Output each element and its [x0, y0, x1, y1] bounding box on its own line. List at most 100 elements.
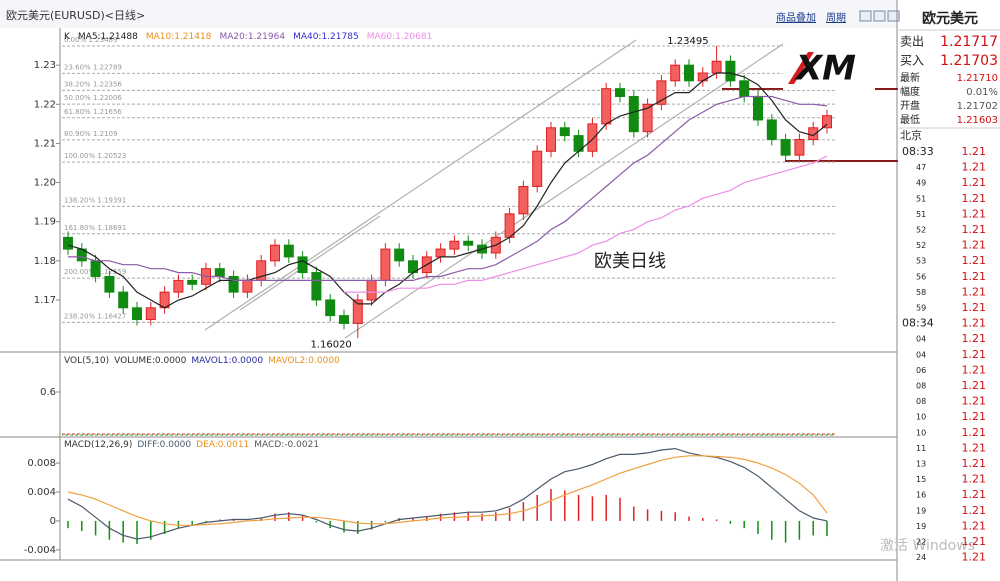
y-tick-label: 1.22 [34, 99, 56, 110]
legend-name: MACD: [254, 440, 284, 450]
quote-value: 1.21703 [940, 53, 998, 69]
logo-swoosh [788, 52, 814, 84]
candle-body [463, 240, 474, 246]
candle-body [532, 150, 543, 187]
candle-body [214, 268, 225, 277]
legend-item: MAVOL2:0.0000 [268, 356, 340, 366]
candle-body [297, 256, 308, 274]
tick-price: 1.21 [962, 441, 987, 454]
logo-box [783, 42, 875, 90]
tick-price: 1.21 [962, 254, 987, 267]
quote-label: 开盘 [900, 99, 920, 112]
candle-body [780, 139, 791, 156]
legend-value: 1.20681 [395, 32, 432, 42]
button[interactable] [887, 10, 900, 22]
y-tick-label: 0.008 [27, 458, 56, 469]
candle-body [283, 244, 294, 258]
legend-item: VOL(5,10) [64, 356, 109, 366]
tick-price: 1.21 [962, 473, 987, 486]
candle-body [766, 119, 777, 141]
quote-label: 最低 [900, 113, 920, 126]
tick-time: 15 [916, 475, 926, 484]
channel-line [239, 215, 381, 311]
tick-time: 52 [916, 241, 926, 250]
watermark: 激活 Windows [880, 537, 975, 554]
candle-body [63, 236, 73, 250]
tick-time: 10 [916, 428, 926, 437]
candle-body [587, 123, 598, 152]
y-tick-label: 0 [50, 516, 56, 527]
quote-value: 1.21710 [957, 73, 998, 84]
candle-body [352, 299, 363, 324]
fib-price: 1.22006 [93, 94, 122, 102]
menu-item[interactable]: 周期 [826, 12, 846, 24]
candle-body [449, 240, 460, 250]
fib-price: 1.18691 [97, 224, 126, 232]
tick-header: 北京 [900, 128, 922, 142]
tick-time: 08 [916, 397, 926, 406]
button[interactable] [859, 10, 872, 22]
quote-value: 1.21603 [957, 115, 998, 126]
logo: XM [783, 42, 875, 90]
candle-body [546, 127, 556, 152]
tick-time: 47 [916, 163, 926, 172]
ma-line [68, 95, 828, 281]
candle-body [339, 315, 349, 324]
tick-price: 1.21 [962, 317, 987, 330]
menu-item[interactable]: 商品叠加 [776, 11, 816, 24]
candle-body [504, 213, 515, 238]
y-tick-label: 0.004 [27, 487, 56, 498]
candle-body [615, 88, 625, 97]
candle-body [228, 275, 239, 293]
button[interactable] [873, 10, 886, 22]
fib-label: 161.80% 1.18691 [64, 224, 126, 232]
tick-price: 1.21 [962, 426, 987, 439]
tick-price: 1.21 [962, 285, 987, 298]
candle-body [670, 64, 681, 82]
candle-body [394, 248, 405, 262]
fib-pct: 50.00% [64, 94, 91, 102]
legend-name: MA20: [219, 32, 247, 42]
fib-pct: 80.90% [64, 130, 91, 138]
fib-label: 50.00% 1.22006 [64, 94, 122, 102]
quote-value: 0.01% [966, 87, 998, 98]
tick-time: 53 [916, 257, 926, 266]
volume-legend: VOL(5,10) VOLUME:0.0000 MAVOL1:0.0000 MAVOL… [64, 356, 340, 366]
tick-time: 58 [916, 288, 926, 297]
y-tick-label: 1.20 [34, 178, 56, 189]
tick-time: 19 [916, 522, 926, 531]
tick-price: 1.21 [962, 161, 987, 174]
y-tick-label: 1.17 [34, 295, 56, 306]
tick-price: 1.21 [962, 551, 987, 564]
legend-name: MA60: [367, 32, 395, 42]
tick-price: 1.21 [962, 395, 987, 408]
fib-pct: 0.00% [64, 36, 87, 44]
tick-time: 49 [916, 179, 926, 188]
candle-body [145, 307, 156, 321]
fib-price: 1.19391 [97, 196, 126, 204]
tick-time: 24 [916, 553, 926, 562]
tick-time: 19 [916, 506, 926, 515]
candle-body [518, 185, 529, 215]
legend-item: VOLUME:0.0000 [114, 356, 186, 366]
candle-body [642, 103, 653, 133]
fib-label: 100.00% 1.20523 [64, 152, 126, 160]
indicator-legend: K MA5:1.21488 MA10:1.21418 MA20:1.21964 MA40… [64, 32, 432, 42]
legend-value: 1.21785 [321, 32, 358, 42]
tick-price: 1.21 [962, 223, 987, 236]
tick-price: 1.21 [962, 176, 987, 189]
fib-pct: 238.20% [64, 312, 95, 320]
macd-line [67, 455, 828, 526]
tick-price: 1.21 [962, 379, 987, 392]
tick-time: 11 [916, 444, 926, 453]
fib-price: 1.22356 [93, 80, 122, 88]
plot: 1.17 1.18 1.19 1.20 1.21 1.22 1.23 0.00% 1.2348… [24, 32, 835, 556]
fib-pct: 138.20% [64, 196, 95, 204]
fib-pct: 100.00% [64, 152, 95, 160]
tick-price: 1.21 [962, 192, 987, 205]
tick-time: 08:33 [902, 145, 934, 158]
tick-time: 59 [916, 304, 926, 313]
tick-price: 1.21 [962, 457, 987, 470]
